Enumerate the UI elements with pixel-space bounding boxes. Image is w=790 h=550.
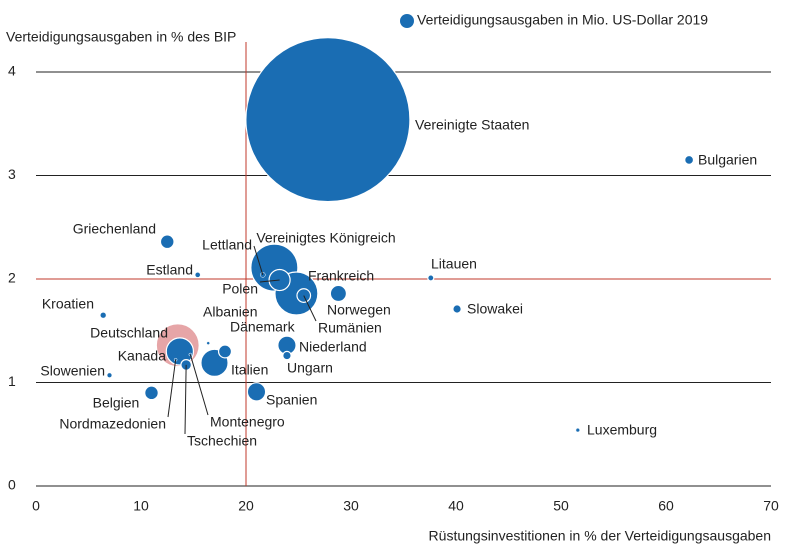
bubble — [575, 427, 580, 433]
x-axis-label: Rüstungsinvestitionen in % der Verteidig… — [429, 528, 771, 544]
bubble-label: Dänemark — [230, 319, 296, 335]
bubble — [452, 304, 462, 314]
x-tick-label: 30 — [343, 498, 359, 514]
bubble — [217, 344, 233, 359]
bubble-label: Nordmazedonien — [59, 416, 166, 432]
bubble-label: Albanien — [203, 304, 258, 320]
bubble-label: Tschechien — [187, 433, 257, 449]
bubble-label: Lettland — [202, 237, 252, 253]
bubble-label: Vereinigte Staaten — [415, 117, 529, 133]
bubble-label: Estland — [146, 262, 193, 278]
bubble-label: Vereinigtes Königreich — [256, 230, 395, 246]
bubble-label: Belgien — [93, 395, 140, 411]
bubble-label: Ungarn — [287, 360, 333, 376]
y-tick-label: 4 — [8, 63, 16, 79]
bubble-label: Niederland — [299, 339, 367, 355]
leader-line — [253, 245, 264, 276]
leader-line — [184, 364, 187, 435]
bubble-label: Montenegro — [210, 414, 285, 430]
bubble — [159, 234, 175, 250]
bubble — [100, 312, 107, 319]
x-tick-label: 40 — [448, 498, 464, 514]
bubble — [282, 350, 292, 361]
y-tick-label: 0 — [8, 477, 16, 493]
bubble — [329, 284, 348, 303]
y-axis-label: Verteidigungsausgaben in % des BIP — [6, 29, 236, 45]
bubble — [206, 341, 210, 345]
bubble-label: Luxemburg — [587, 422, 657, 438]
bubble-label: Slowakei — [467, 301, 523, 317]
bubble — [427, 274, 435, 282]
legend-label: Verteidigungsausgaben in Mio. US-Dollar … — [417, 12, 708, 28]
x-tick-label: 10 — [133, 498, 149, 514]
bubble — [144, 385, 159, 401]
bubble-label: Deutschland — [90, 325, 168, 341]
bubble-label: Polen — [222, 281, 258, 297]
bubble — [165, 337, 195, 366]
x-tick-label: 0 — [32, 498, 40, 514]
bubble — [684, 154, 695, 165]
bubble-label: Spanien — [266, 392, 317, 408]
x-tick-label: 50 — [553, 498, 569, 514]
leader-line — [189, 354, 209, 416]
x-tick-label: 20 — [238, 498, 254, 514]
bubble-label: Italien — [231, 362, 268, 378]
bubble — [246, 382, 267, 402]
leader-line — [167, 359, 177, 418]
bubble — [245, 36, 411, 203]
legend-swatch — [400, 14, 414, 28]
bubble — [106, 372, 113, 378]
leader-line — [259, 279, 280, 283]
bubble-label: Norwegen — [327, 302, 391, 318]
x-tick-label: 70 — [763, 498, 779, 514]
y-tick-label: 2 — [8, 270, 16, 286]
bubble-label: Litauen — [431, 256, 477, 272]
bubble-label: Bulgarien — [698, 152, 757, 168]
leader-line — [303, 295, 317, 322]
bubble-label: Griechenland — [73, 221, 156, 237]
bubble — [194, 272, 201, 278]
y-tick-label: 3 — [8, 166, 16, 182]
bubble-label: Kroatien — [42, 296, 94, 312]
bubble-label: Rumänien — [318, 320, 382, 336]
x-tick-label: 60 — [658, 498, 674, 514]
bubble-label: Kanada — [118, 348, 166, 364]
y-tick-label: 1 — [8, 373, 16, 389]
bubble-label: Frankreich — [308, 268, 374, 284]
bubble-label: Slowenien — [40, 363, 105, 379]
